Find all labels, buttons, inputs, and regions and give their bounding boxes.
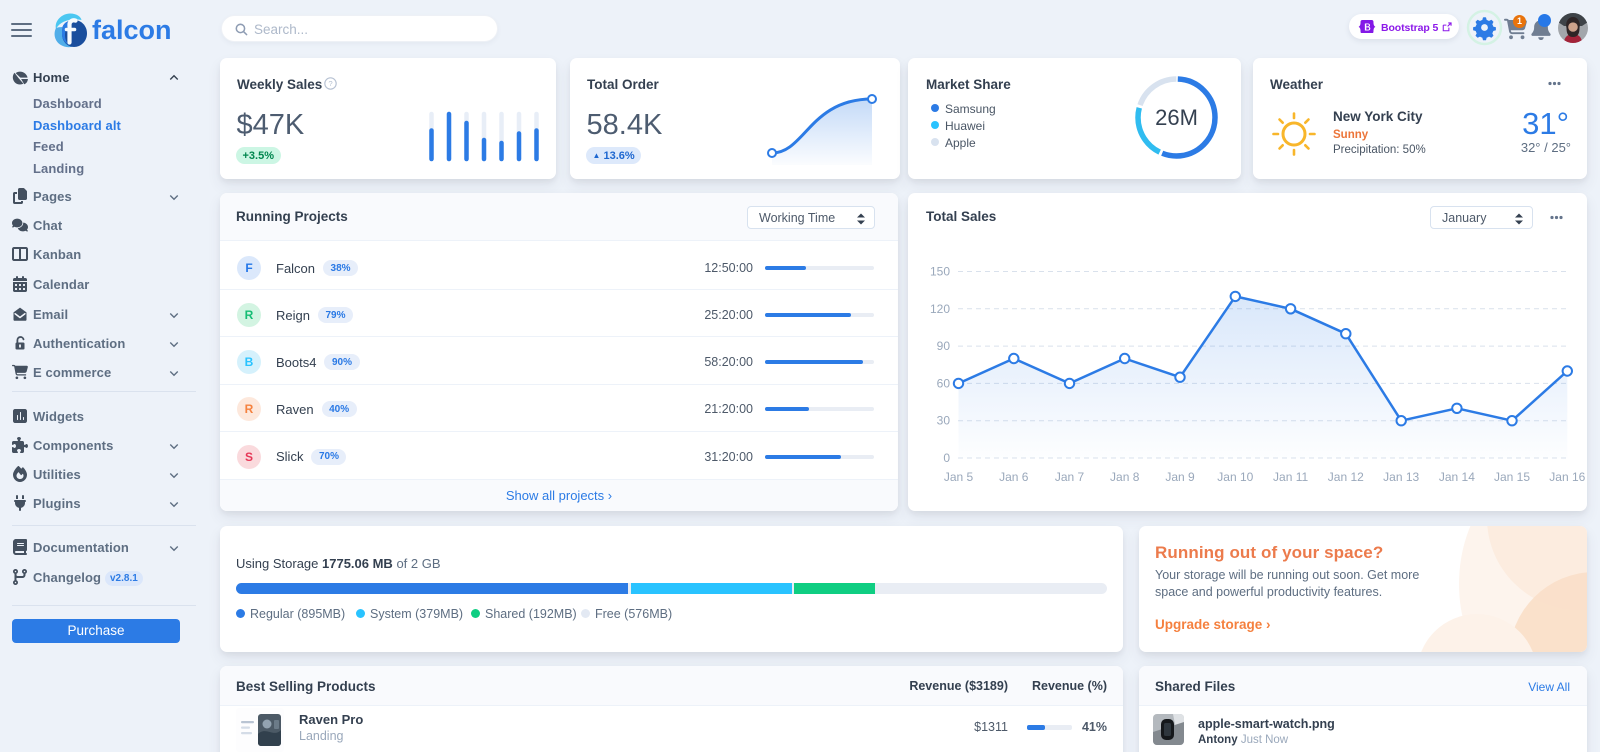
svg-text:Jan 10: Jan 10	[1217, 470, 1253, 484]
svg-text:Jan 8: Jan 8	[1110, 470, 1140, 484]
svg-text:Jan 5: Jan 5	[944, 470, 974, 484]
svg-text:26M: 26M	[1155, 105, 1198, 130]
svg-text:120: 120	[930, 302, 950, 316]
svg-text:Jan 12: Jan 12	[1328, 470, 1364, 484]
svg-text:Jan 16: Jan 16	[1549, 470, 1585, 484]
svg-text:Jan 9: Jan 9	[1165, 470, 1195, 484]
svg-text:0: 0	[943, 451, 950, 465]
svg-text:Jan 15: Jan 15	[1494, 470, 1530, 484]
svg-text:Jan 13: Jan 13	[1383, 470, 1419, 484]
svg-text:Jan 11: Jan 11	[1273, 470, 1308, 484]
svg-text:?: ?	[328, 79, 332, 88]
svg-text:150: 150	[930, 265, 950, 279]
svg-text:Jan 14: Jan 14	[1439, 470, 1475, 484]
svg-text:90: 90	[937, 339, 951, 353]
svg-text:60: 60	[937, 376, 951, 390]
svg-text:Jan 6: Jan 6	[999, 470, 1029, 484]
svg-text:30: 30	[937, 414, 951, 428]
svg-text:Jan 7: Jan 7	[1055, 470, 1085, 484]
